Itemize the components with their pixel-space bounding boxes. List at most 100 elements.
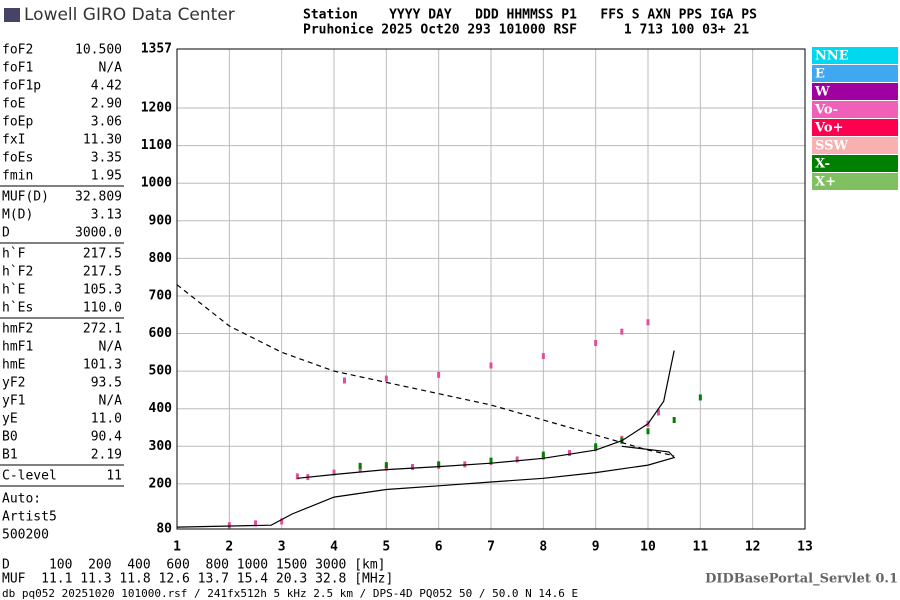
param-value: 3.35 bbox=[91, 151, 122, 166]
param-name: fmin bbox=[2, 169, 33, 184]
trace-point bbox=[295, 473, 299, 480]
header-row: Pruhonice 2025 Oct20 293 101000 RSF 1 71… bbox=[303, 23, 749, 38]
trace-point bbox=[332, 469, 336, 476]
legend-swatch bbox=[812, 173, 898, 190]
param-name: hmF1 bbox=[2, 340, 33, 355]
logo: Lowell GIRO Data Center bbox=[24, 5, 235, 25]
x-tick-label: 12 bbox=[745, 540, 761, 555]
param-name: foEs bbox=[2, 151, 33, 166]
param-value: 217.5 bbox=[83, 265, 122, 280]
param-name: h`E bbox=[2, 283, 25, 298]
trace-point bbox=[411, 463, 414, 470]
param-value: 1.95 bbox=[91, 169, 122, 184]
profile-line bbox=[297, 350, 675, 479]
x-tick-label: 8 bbox=[539, 540, 547, 555]
param-value: 3.06 bbox=[91, 115, 122, 130]
param-value: 32.809 bbox=[75, 190, 122, 205]
trace-point bbox=[342, 377, 346, 384]
y-tick-label: 900 bbox=[149, 213, 173, 228]
logo-icon bbox=[4, 8, 20, 22]
param-name: foEp bbox=[2, 115, 33, 130]
y-tick-label: 80 bbox=[156, 522, 172, 537]
d-row: D 100 200 400 600 800 1000 1500 3000 [km… bbox=[2, 558, 386, 573]
param-name: D bbox=[2, 226, 10, 241]
x-tick-label: 11 bbox=[693, 540, 709, 555]
trace-point bbox=[384, 462, 388, 469]
param-value: N/A bbox=[99, 340, 123, 355]
trace-point bbox=[672, 416, 676, 423]
x-tick-label: 3 bbox=[278, 540, 286, 555]
trace-point bbox=[227, 522, 231, 529]
param-name: yE bbox=[2, 412, 18, 427]
auto-text: 500200 bbox=[2, 528, 49, 543]
param-value: 11.0 bbox=[91, 412, 122, 427]
trace-point bbox=[594, 339, 598, 346]
param-name: foF2 bbox=[2, 43, 33, 58]
trace-point bbox=[620, 328, 624, 335]
param-name: fxI bbox=[2, 133, 25, 148]
trace-point bbox=[489, 457, 493, 464]
param-value: 2.19 bbox=[91, 448, 122, 463]
legend-swatch bbox=[812, 47, 898, 64]
header-row: Station YYYY DAY DDD HHMMSS P1 FFS S AXN… bbox=[303, 8, 757, 23]
legend-label: X- bbox=[815, 157, 830, 172]
profile-line bbox=[176, 445, 676, 528]
param-value: 90.4 bbox=[91, 430, 122, 445]
param-value: 217.5 bbox=[83, 247, 122, 262]
param-value: 105.3 bbox=[83, 283, 122, 298]
param-value: N/A bbox=[99, 394, 123, 409]
param-name: C-level bbox=[2, 469, 57, 484]
param-name: h`F bbox=[2, 247, 26, 262]
trace-point bbox=[646, 428, 650, 435]
param-value: 11 bbox=[106, 469, 122, 484]
x-tick-label: 5 bbox=[382, 540, 390, 555]
y-tick-label: 400 bbox=[149, 401, 173, 416]
profile-line bbox=[176, 284, 675, 457]
legend-label: Vo- bbox=[814, 103, 838, 118]
trace-point bbox=[437, 461, 441, 468]
y-tick-label: 700 bbox=[149, 288, 173, 303]
plot-frame bbox=[176, 48, 806, 530]
x-tick-label: 9 bbox=[592, 540, 600, 555]
trace-point bbox=[646, 319, 650, 326]
legend-label: Vo+ bbox=[814, 121, 843, 136]
trace-point bbox=[541, 353, 545, 360]
x-tick-label: 2 bbox=[225, 540, 233, 555]
y-tick-label: 300 bbox=[149, 439, 173, 454]
servlet: DIDBasePortal_Servlet 0.1 bbox=[705, 572, 898, 587]
param-name: yF2 bbox=[2, 376, 25, 391]
param-value: 10.500 bbox=[75, 43, 122, 58]
x-tick-label: 1 bbox=[173, 540, 181, 555]
x-tick-label: 6 bbox=[435, 540, 443, 555]
trace-point bbox=[358, 465, 362, 472]
param-name: h`Es bbox=[2, 301, 33, 316]
y-tick-label: 1000 bbox=[141, 176, 172, 191]
y-tick-label: 600 bbox=[149, 326, 173, 341]
param-name: M(D) bbox=[2, 208, 33, 223]
y-tick-label: 1357 bbox=[141, 42, 172, 57]
legend-swatch bbox=[812, 65, 898, 82]
y-tick-label: 500 bbox=[149, 364, 173, 379]
trace-point bbox=[698, 394, 702, 401]
y-tick-label: 200 bbox=[149, 476, 173, 491]
trace-point bbox=[656, 409, 660, 416]
trace-point bbox=[254, 520, 257, 527]
muf-row: MUF 11.1 11.3 11.8 12.6 13.7 15.4 20.3 3… bbox=[2, 572, 393, 587]
trace-point bbox=[280, 518, 284, 525]
param-value: 272.1 bbox=[83, 322, 122, 337]
legend-swatch bbox=[812, 83, 898, 100]
param-value: 3.13 bbox=[91, 208, 122, 223]
param-value: 4.42 bbox=[91, 79, 122, 94]
param-value: 11.30 bbox=[83, 133, 122, 148]
param-name: foF1 bbox=[2, 61, 33, 76]
param-name: foF1p bbox=[2, 79, 41, 94]
param-value: N/A bbox=[99, 61, 123, 76]
param-value: 3000.0 bbox=[75, 226, 122, 241]
param-name: foE bbox=[2, 97, 25, 112]
legend-label: W bbox=[814, 85, 830, 100]
auto-text: Auto: bbox=[2, 492, 41, 507]
x-tick-label: 10 bbox=[640, 540, 656, 555]
trace-point bbox=[541, 451, 545, 458]
